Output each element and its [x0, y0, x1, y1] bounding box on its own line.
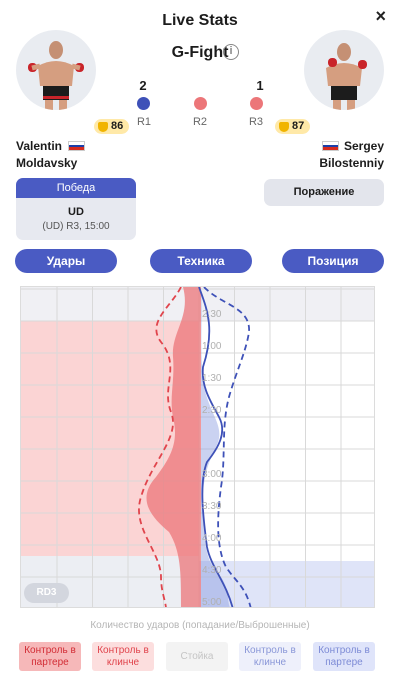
round-1-dot — [137, 97, 150, 110]
time-label: 5:00 — [202, 597, 222, 608]
legend-red-ground-control[interactable]: Контроль в партере — [19, 642, 81, 671]
time-axis-labels: 2:30 1:00 1:30 2:30 3:00 3:30 4:00 4:30 5:00 — [202, 309, 222, 608]
fighter-right-last-name: Bilostenniy — [319, 156, 384, 170]
fighter-right-rating: 87 — [275, 119, 311, 134]
red-line-dashed — [138, 287, 182, 607]
blue-line-dashed — [203, 287, 252, 607]
fighter-right-first-name: Sergey — [343, 139, 384, 153]
legend-blue-ground-control[interactable]: Контроль в партере — [313, 642, 375, 671]
round-1-label: R1 — [136, 116, 152, 128]
round-3-dot — [250, 97, 263, 110]
legend-blue-clinch-control[interactable]: Контроль в клинче — [239, 642, 301, 671]
blue-control-zone — [199, 561, 374, 607]
time-label: 1:00 — [202, 341, 222, 352]
chart-caption: Количество ударов (попадание/Выброшенные… — [90, 620, 310, 631]
fighter-left-rating: 86 — [94, 119, 130, 134]
fighter-silhouette-icon — [28, 41, 84, 110]
round-2-label: R2 — [192, 116, 208, 128]
round-3-label: R3 — [248, 116, 264, 128]
page-title: Live Stats — [162, 12, 238, 29]
fight-timeline-chart[interactable]: 2:30 1:00 1:30 2:30 3:00 3:30 4:00 4:30 5:00 RD3 — [20, 286, 375, 608]
trophy-icon — [98, 121, 108, 132]
time-label: 4:30 — [202, 565, 222, 576]
fighter-silhouette-icon — [326, 43, 367, 110]
event-title: G-Fight — [171, 44, 229, 61]
time-label: 2:30 — [202, 405, 222, 416]
legend-red-clinch-control[interactable]: Контроль в клинче — [92, 642, 154, 671]
tab-position[interactable]: Позиция — [282, 249, 384, 273]
flag-icon — [68, 141, 85, 151]
blue-line-solid — [198, 287, 234, 607]
fighter-left-last-name: Moldavsky — [16, 156, 78, 170]
fighter-right-avatar[interactable] — [304, 30, 384, 110]
red-fill-area — [146, 287, 201, 607]
time-label: 3:00 — [202, 469, 222, 480]
result-status: Победа — [16, 178, 136, 198]
chart-svg: 2:30 1:00 1:30 2:30 3:00 3:30 4:00 4:30 5:00 — [21, 287, 374, 608]
fighter-left-first-name: Valentin — [16, 139, 63, 153]
blue-fill-area — [201, 287, 230, 607]
trophy-icon — [279, 121, 289, 132]
tab-technique[interactable]: Техника — [150, 249, 252, 273]
close-icon[interactable]: × — [375, 6, 386, 26]
info-icon[interactable]: i — [223, 44, 239, 60]
round-2-dot — [194, 97, 207, 110]
time-label: 1:30 — [202, 373, 222, 384]
score-left: 2 — [139, 78, 147, 93]
tab-strikes[interactable]: Удары — [15, 249, 117, 273]
result-method: UD — [68, 206, 84, 218]
time-label: 2:30 — [202, 309, 222, 320]
score-right: 1 — [256, 78, 264, 93]
round-badge[interactable]: RD3 — [24, 583, 69, 603]
time-label: 4:00 — [202, 533, 222, 544]
fighter-left-avatar[interactable] — [16, 30, 96, 110]
legend-stance[interactable]: Стойка — [166, 642, 228, 671]
fighter-left-result: Победа UD (UD) R3, 15:00 — [16, 178, 136, 240]
flag-icon — [322, 141, 339, 151]
fighter-right-result: Поражение — [264, 179, 384, 206]
result-detail: (UD) R3, 15:00 — [42, 221, 110, 232]
time-label: 3:30 — [202, 501, 222, 512]
